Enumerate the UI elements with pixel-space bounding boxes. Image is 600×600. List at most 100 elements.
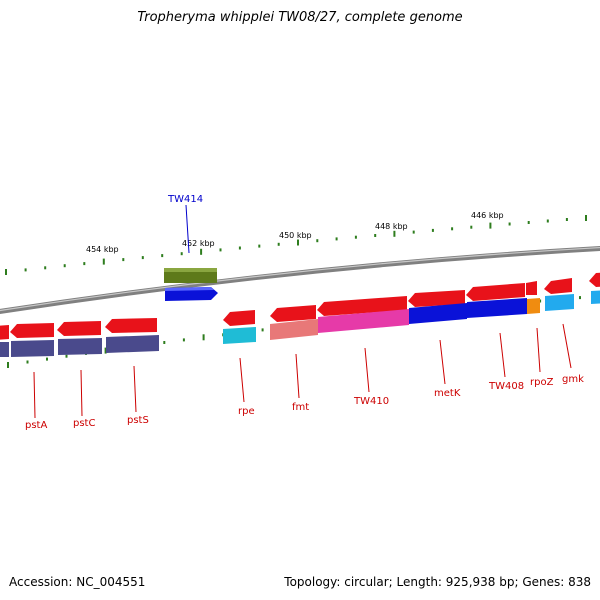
- leader-gmk: [562, 323, 572, 369]
- outer-tick: [335, 237, 338, 241]
- outer-tick: [258, 244, 261, 248]
- genome-backbone: [0, 246, 600, 314]
- leader-tw410: [364, 347, 370, 393]
- accession-text: Accession: NC_004551: [9, 575, 146, 589]
- inner-tick: [261, 328, 264, 332]
- inner-tick: [26, 360, 29, 364]
- outer-tick: [24, 268, 27, 272]
- outer-tick: [374, 234, 377, 237]
- leader-rpe: [239, 357, 245, 403]
- outer-tick: [83, 262, 86, 266]
- feature-left-cds: [0, 325, 9, 340]
- outer-tick: [5, 269, 7, 275]
- scale-label-450: 450 kbp: [279, 231, 312, 240]
- feature-edge-cds: [589, 272, 600, 287]
- outer-tick: [585, 215, 587, 221]
- leader-psta: [33, 371, 36, 419]
- gene-label-tw410: TW410: [353, 396, 389, 407]
- feature-rpe-cds: [223, 310, 255, 326]
- outer-tick: [238, 246, 241, 250]
- bar-pstc: [58, 338, 102, 355]
- bar-tw408: [467, 298, 527, 318]
- inner-tick: [539, 299, 542, 303]
- bar-metk: [409, 303, 467, 324]
- outer-tick: [565, 218, 568, 221]
- map-title: Tropheryma whipplei TW08/27, complete ge…: [137, 10, 463, 25]
- outer-tick: [200, 248, 203, 255]
- inner-tick: [163, 341, 166, 344]
- scale-label-454: 454 kbp: [86, 245, 119, 254]
- genome-summary-text: Topology: circular; Length: 925,938 bp; …: [284, 575, 591, 589]
- gene-label-rpoz: rpoZ: [530, 377, 554, 388]
- outer-tick: [297, 239, 299, 246]
- gene-label-rpe: rpe: [238, 406, 255, 417]
- feature-tw410-cds: [317, 296, 407, 316]
- gene-label-fmt: fmt: [292, 402, 309, 413]
- bar-gmk: [545, 294, 574, 311]
- leader-tw414: [185, 204, 190, 254]
- outer-tick: [44, 266, 47, 270]
- outer-tick: [63, 264, 66, 268]
- leader-tw408: [499, 332, 506, 378]
- scale-label-446: 446 kbp: [471, 211, 504, 220]
- outer-tick: [508, 222, 511, 226]
- gene-label-tw408: TW408: [488, 381, 524, 392]
- outer-tick: [277, 242, 280, 246]
- feature-metk-cds: [408, 290, 465, 307]
- outer-tick: [470, 225, 473, 229]
- gene-label-pstc: pstC: [73, 418, 95, 429]
- bar-fmt: [270, 319, 318, 340]
- outer-tick: [316, 239, 319, 243]
- gene-bars: [0, 290, 600, 357]
- gene-label-psts: pstS: [127, 415, 149, 426]
- forward-strand: [0, 268, 600, 340]
- feature-rpoz-cds: [526, 281, 537, 295]
- gene-label-psta: pstA: [25, 420, 47, 431]
- bar-left: [0, 342, 9, 357]
- outer-tick: [102, 258, 105, 265]
- inner-tick: [579, 296, 581, 300]
- gene-label-tw414: TW414: [167, 194, 203, 205]
- bar-psta: [11, 340, 54, 357]
- outer-tick: [412, 230, 415, 234]
- leader-fmt: [295, 353, 300, 399]
- leader-metk: [439, 339, 446, 385]
- inner-tick: [182, 338, 185, 342]
- feature-fmt-cds: [270, 305, 316, 322]
- gene-label-metk: metK: [434, 388, 461, 399]
- outer-tick: [161, 254, 164, 258]
- leader-pstc: [80, 369, 83, 417]
- feature-gmk-cds: [544, 278, 572, 294]
- outer-tick: [219, 248, 222, 252]
- feature-tw414-gene-shade: [164, 268, 217, 272]
- outer-tick: [141, 256, 144, 260]
- inner-tick: [202, 334, 205, 341]
- outer-tick: [122, 258, 125, 262]
- outer-tick: [431, 228, 434, 232]
- feature-tw408-cds: [466, 283, 525, 301]
- genome-backbone-highlight: [0, 246, 600, 312]
- outer-tick: [489, 222, 492, 229]
- outer-tick: [180, 252, 183, 256]
- leader-psts: [133, 365, 137, 413]
- inner-tick: [104, 347, 107, 354]
- bar-tw410: [318, 309, 409, 333]
- outer-tick: [451, 227, 454, 231]
- outer-tick: [527, 221, 530, 224]
- outer-tick: [393, 230, 396, 237]
- inner-tick: [7, 362, 9, 368]
- feature-psts-cds: [105, 318, 157, 333]
- inner-tick: [65, 354, 68, 358]
- outer-tick: [354, 235, 357, 239]
- feature-pstc-cds: [57, 321, 101, 336]
- bar-psts: [106, 335, 159, 353]
- gene-label-gmk: gmk: [562, 374, 584, 385]
- label-leaders: [33, 323, 572, 419]
- bar-rpe: [223, 327, 256, 344]
- scale-label-448: 448 kbp: [375, 222, 408, 231]
- bar-edge: [591, 290, 600, 304]
- feature-psta-cds: [10, 323, 54, 338]
- leader-rpoz: [536, 327, 541, 373]
